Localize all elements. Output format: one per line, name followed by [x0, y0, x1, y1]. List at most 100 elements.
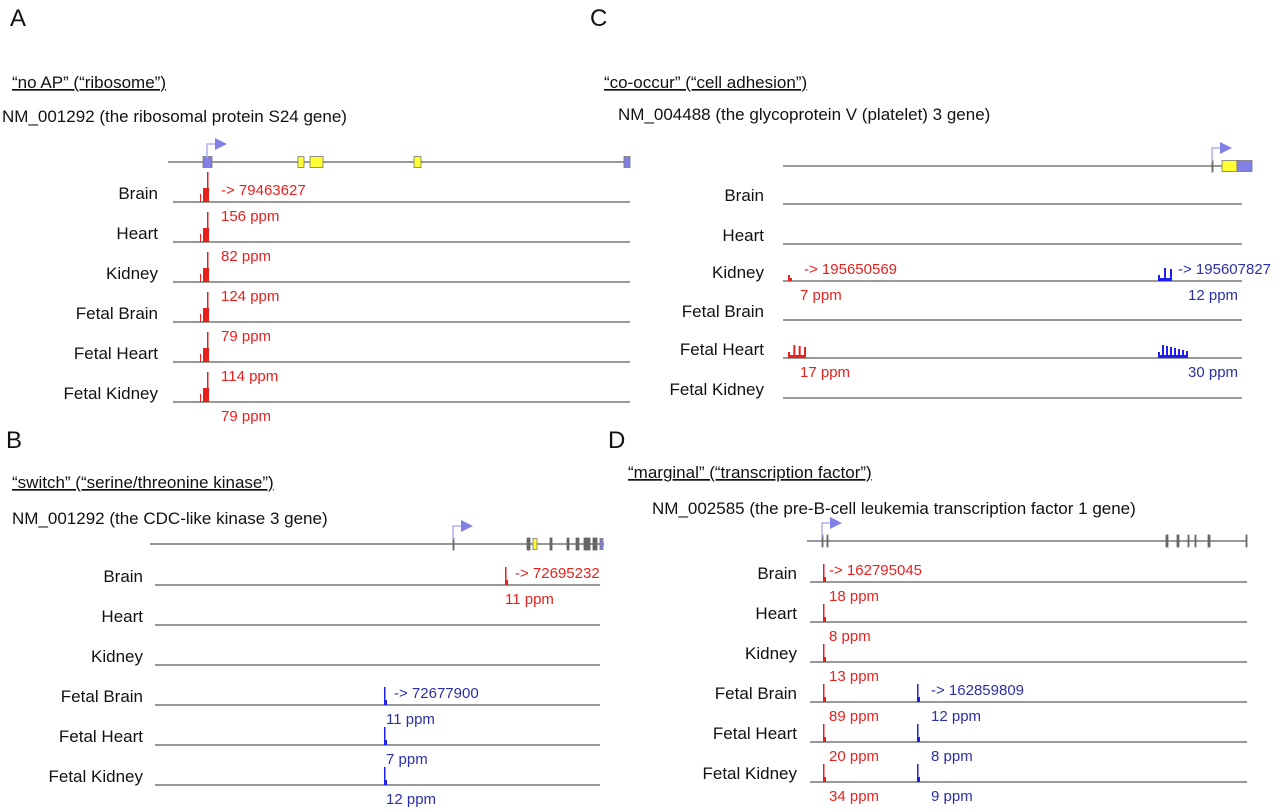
track-label: Brain	[724, 186, 764, 205]
track-label: Brain	[757, 564, 797, 583]
ppm-value: 30 ppm	[1188, 364, 1238, 381]
peak-bar	[384, 740, 387, 745]
genomic-coordinate: -> 195650569	[804, 261, 897, 278]
ppm-value: 7 ppm	[386, 751, 428, 768]
peak-bar	[203, 228, 209, 242]
red-read-peak	[200, 212, 209, 242]
panel-title: “marginal” (“transcription factor”)	[628, 463, 872, 482]
track-label: Kidney	[106, 264, 158, 283]
peak-bar	[823, 644, 825, 662]
exon	[1236, 160, 1253, 172]
track-heart: Heart	[101, 607, 600, 626]
track-heart: Heart	[722, 226, 1242, 245]
peak-bar	[384, 767, 386, 785]
peak-bar	[203, 388, 209, 402]
blue-read-peak	[384, 727, 387, 745]
peak-bar	[200, 394, 201, 402]
track-label: Heart	[722, 226, 764, 245]
red-read-peak	[505, 567, 508, 585]
blue-read-peak	[384, 767, 387, 785]
ppm-value: 9 ppm	[931, 788, 973, 805]
blue-read-peak	[384, 687, 387, 705]
tss-arrowhead-icon	[830, 517, 842, 529]
exon	[413, 156, 422, 168]
track-label: Kidney	[712, 263, 764, 282]
track-kidney: Kidney	[91, 647, 600, 666]
track-fetal-brain: Fetal Brain 79 ppm	[76, 292, 630, 345]
peak-bar	[1174, 348, 1176, 358]
red-read-peak	[823, 764, 826, 782]
track-fetal-kidney: Fetal Kidney 79 ppm	[64, 372, 630, 425]
peak-bar	[384, 727, 386, 745]
track-kidney: Kidney 13 ppm	[745, 644, 1247, 685]
track-fetal-heart: Fetal Heart 17 ppm 30 ppm	[680, 340, 1242, 381]
gene-name: NM_004488 (the glycoprotein V (platelet)…	[618, 105, 990, 124]
peak-bar	[1182, 350, 1184, 358]
peak-bar	[1158, 355, 1188, 358]
track-label: Heart	[116, 224, 158, 243]
gene-model	[807, 517, 1248, 548]
track-label: Fetal Brain	[715, 684, 797, 703]
peak-bar	[1166, 346, 1168, 358]
track-brain: Brain	[724, 186, 1242, 205]
red-read-peak	[788, 275, 792, 281]
exon	[549, 537, 553, 551]
peak-bar	[823, 697, 826, 702]
peak-bar	[203, 348, 209, 362]
peak-bar	[200, 314, 201, 322]
blue-read-peak	[917, 684, 920, 702]
track-label: Kidney	[745, 644, 797, 663]
track-label: Fetal Kidney	[670, 380, 765, 399]
panel-letter: C	[590, 5, 607, 32]
peak-bar	[823, 564, 825, 582]
gene-name: NM_002585 (the pre-B-cell leukemia trans…	[652, 499, 1136, 518]
tss-arrowhead-icon	[215, 138, 227, 150]
track-label: Kidney	[91, 647, 143, 666]
peak-bar	[200, 354, 201, 362]
exon	[1207, 534, 1211, 548]
exon	[566, 537, 570, 551]
peak-bar	[203, 268, 209, 282]
panel-title: “no AP” (“ribosome”)	[12, 73, 166, 92]
track-fetal-brain: Fetal Brain -> 72677900 11 ppm	[61, 685, 600, 728]
peak-bar	[207, 332, 209, 362]
track-fetal-kidney: Fetal Kidney 34 ppm 9 ppm	[703, 764, 1247, 805]
track-brain: Brain -> 79463627 156 ppm	[118, 172, 630, 225]
peak-bar	[823, 777, 826, 782]
track-label: Heart	[755, 604, 797, 623]
peak-bar	[505, 580, 508, 585]
ppm-value: 18 ppm	[829, 588, 879, 605]
exon	[1187, 534, 1190, 548]
track-label: Heart	[101, 607, 143, 626]
ppm-value: 8 ppm	[829, 628, 871, 645]
track-label: Fetal Heart	[713, 724, 797, 743]
track-fetal-heart: Fetal Heart 114 ppm	[74, 332, 630, 385]
tss-arrowhead-icon	[1220, 142, 1232, 154]
peak-bar	[384, 780, 387, 785]
track-fetal-heart: Fetal Heart 7 ppm	[59, 727, 600, 768]
track-fetal-brain: Fetal Brain 89 ppm -> 162859809 12 ppm	[715, 682, 1247, 725]
panel-letter: B	[6, 427, 22, 454]
red-read-peak	[200, 172, 209, 202]
ppm-value: 34 ppm	[829, 788, 879, 805]
track-fetal-kidney: Fetal Kidney	[670, 380, 1242, 399]
ppm-value: 13 ppm	[829, 668, 879, 685]
red-read-peak	[823, 684, 826, 702]
exon	[599, 538, 604, 550]
peak-bar	[200, 274, 201, 282]
peak-bar	[207, 372, 209, 402]
ppm-value: 8 ppm	[931, 748, 973, 765]
peak-bar	[917, 777, 920, 782]
exon	[532, 538, 538, 550]
exon	[1165, 534, 1169, 548]
panel-letter: D	[608, 427, 625, 454]
ppm-value: 11 ppm	[386, 711, 435, 728]
ppm-value: 79 ppm	[221, 408, 271, 425]
peak-bar	[788, 355, 806, 358]
peak-bar	[1162, 345, 1164, 358]
genomic-coordinate: -> 79463627	[221, 182, 306, 199]
track-label: Fetal Kidney	[64, 384, 159, 403]
peak-bar	[384, 687, 386, 705]
track-label: Brain	[118, 184, 158, 203]
peak-bar	[798, 346, 801, 358]
